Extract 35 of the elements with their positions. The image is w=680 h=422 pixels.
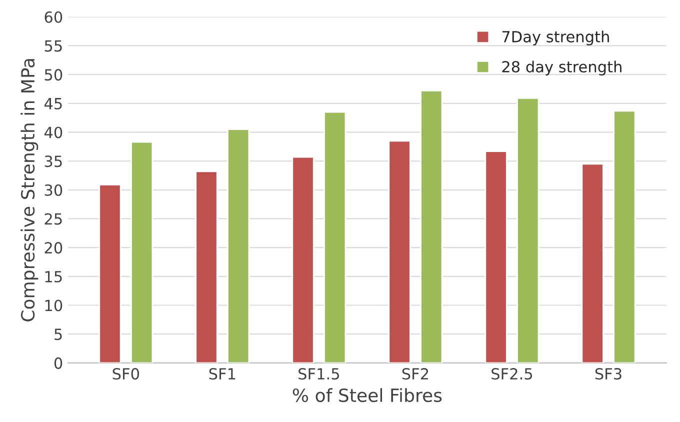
y-tick-label: 50 (44, 69, 62, 81)
y-tick-label: 60 (44, 11, 62, 23)
bar (292, 156, 314, 363)
bar (227, 128, 250, 363)
bar (195, 170, 218, 363)
y-tick-label: 55 (44, 40, 62, 52)
x-tick-label: SF2 (402, 368, 428, 380)
bar (581, 163, 604, 363)
bar (324, 111, 346, 363)
y-tick-label: 20 (44, 242, 62, 254)
y-tick-label: 35 (44, 156, 62, 168)
y-axis-title: Compressive Strength in MPa (20, 59, 38, 322)
x-tick-label: SF3 (595, 368, 622, 380)
y-tick-label: 30 (44, 184, 62, 196)
x-tick-label: SF1.5 (298, 368, 339, 380)
bar (613, 110, 636, 363)
y-tick-label: 25 (44, 213, 62, 225)
legend-label: 28 day strength (502, 60, 622, 76)
y-tick-label: 10 (45, 300, 62, 312)
legend-label: 7Day strength (502, 30, 609, 46)
bar (484, 150, 508, 363)
y-tick-label: 0 (54, 357, 62, 369)
x-tick-label: SF2.5 (492, 368, 532, 380)
bar (130, 141, 154, 363)
bar (420, 90, 443, 363)
y-tick-label: 45 (44, 98, 62, 110)
x-tick-label: SF0 (112, 368, 139, 380)
bar (516, 98, 540, 363)
y-tick-label: 15 (45, 271, 62, 282)
x-axis-title: % of Steel Fibres (292, 388, 442, 402)
x-tick-label: SF1 (209, 368, 236, 380)
bar (98, 184, 122, 363)
y-tick-label: 5 (54, 328, 62, 340)
bar (388, 140, 411, 363)
y-tick-label: 40 (44, 126, 62, 138)
